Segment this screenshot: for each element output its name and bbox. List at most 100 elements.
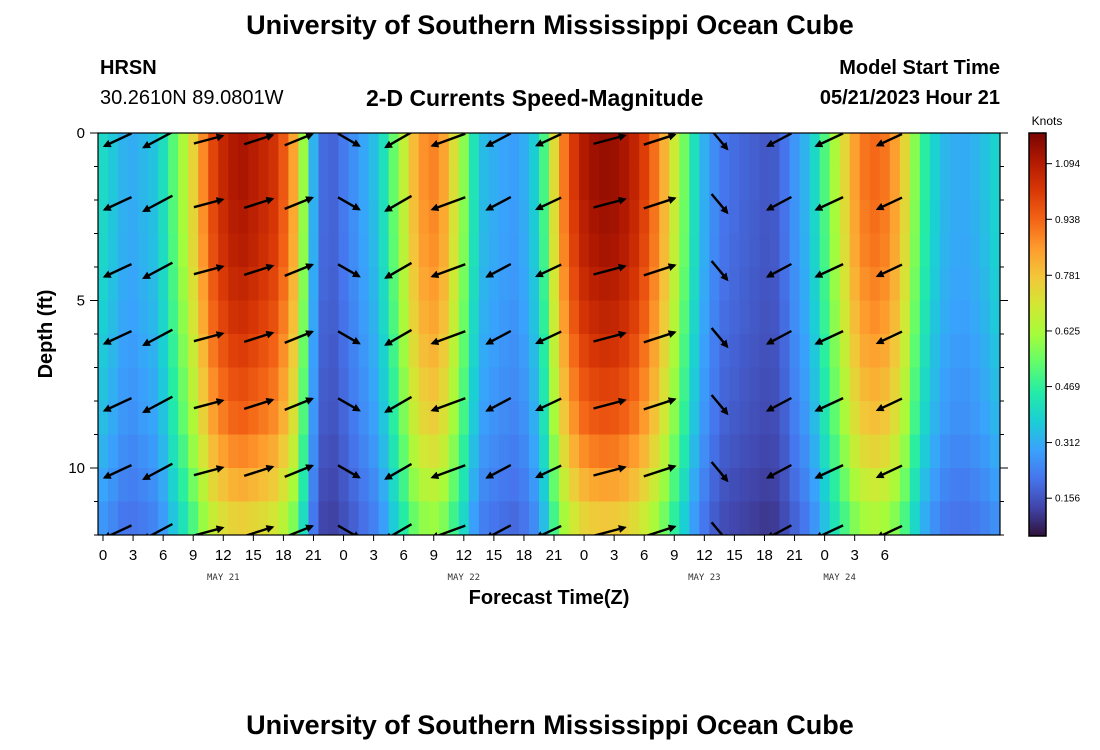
current-vector-arrow (875, 397, 903, 412)
heatmap-cell (468, 434, 480, 469)
heatmap-cell (258, 401, 269, 436)
heatmap-cell (378, 166, 390, 201)
heatmap-cell (749, 300, 761, 335)
heatmap-cell (599, 200, 610, 235)
heatmap-cell (939, 468, 951, 503)
current-vector-arrow (337, 464, 361, 479)
heatmap-cell (699, 334, 710, 369)
heatmap-cell (789, 166, 801, 201)
current-vector-arrow (102, 133, 133, 148)
heatmap-cell (148, 468, 159, 503)
heatmap-cell (989, 200, 1000, 235)
heatmap-cell (639, 233, 650, 268)
heatmap-cell (669, 334, 680, 369)
heatmap-cell (148, 133, 159, 168)
heatmap-cell (629, 233, 640, 268)
heatmap-cell (98, 200, 109, 235)
heatmap-cell (118, 133, 129, 168)
heatmap-cell (719, 334, 730, 369)
heatmap-cell (889, 233, 901, 268)
heatmap-cell (959, 267, 971, 302)
heatmap-cell (118, 434, 129, 469)
heatmap-cell (498, 233, 510, 268)
heatmap-cell (248, 200, 259, 235)
heatmap-cell (769, 300, 781, 335)
heatmap-cell (769, 267, 781, 302)
heatmap-cell (448, 401, 460, 436)
heatmap-cell (579, 334, 590, 369)
heatmap-cell (178, 367, 189, 402)
heatmap-cell (378, 133, 390, 168)
heatmap-cell (899, 501, 911, 535)
current-vector-arrow (243, 397, 275, 411)
x-tick-label: 9 (670, 547, 678, 564)
heatmap-cell (849, 200, 861, 235)
heatmap-cell (408, 133, 420, 168)
heatmap-cell (789, 501, 801, 535)
heatmap-cell (779, 401, 791, 436)
heatmap-cell (679, 166, 690, 201)
heatmap-cell (138, 401, 149, 436)
heatmap-cell (559, 133, 570, 168)
heatmap-cell (198, 200, 209, 235)
heatmap-cell (629, 300, 640, 335)
heatmap-cell (188, 300, 199, 335)
heatmap-cell (609, 501, 620, 535)
heatmap-cell (108, 367, 119, 402)
heatmap-cell (979, 200, 991, 235)
heatmap-cell (909, 133, 921, 168)
heatmap-cell (248, 166, 259, 201)
heatmap-cell (929, 468, 941, 503)
heatmap-cell (879, 133, 891, 168)
heatmap-cell (208, 233, 219, 268)
heatmap-cell (959, 233, 971, 268)
heatmap-cell (649, 300, 660, 335)
current-vector-arrow (337, 133, 361, 147)
x-tick-label: 15 (245, 547, 262, 564)
heatmap-cell (318, 434, 330, 469)
footer-title: University of Southern Mississippi Ocean… (246, 710, 854, 740)
heatmap-cell (619, 501, 630, 535)
heatmap-cell (258, 133, 269, 168)
current-vector-arrow (645, 524, 677, 535)
current-vector-arrow (710, 327, 729, 349)
heatmap-cell (649, 166, 660, 201)
heatmap-cell (258, 267, 269, 302)
heatmap-cell (749, 133, 761, 168)
colorbar-tick-label: 1.094 (1055, 159, 1080, 170)
heatmap-cell (589, 434, 600, 469)
heatmap-cell (298, 501, 310, 535)
heatmap-cell (538, 468, 550, 503)
heatmap-cell (629, 434, 640, 469)
heatmap-cell (218, 267, 229, 302)
heatmap-cell (729, 401, 741, 436)
heatmap-cell (208, 133, 219, 168)
heatmap-cell (749, 501, 761, 535)
heatmap-cell (649, 233, 660, 268)
current-vector-arrow (337, 263, 361, 278)
heatmap-cell (308, 267, 320, 302)
heatmap-cell (929, 401, 941, 436)
heatmap-cell (679, 300, 690, 335)
heatmap-cell (488, 468, 500, 503)
heatmap-cell (579, 133, 590, 168)
heatmap-cell (829, 367, 841, 402)
heatmap-cell (238, 267, 249, 302)
heatmap-cell (468, 200, 480, 235)
current-vector-arrow (193, 197, 225, 209)
heatmap-cell (208, 434, 219, 469)
current-vector-arrow (765, 262, 792, 278)
heatmap-cell (679, 200, 690, 235)
heatmap-cell (659, 200, 670, 235)
heatmap-cell (729, 300, 741, 335)
heatmap-cell (338, 166, 350, 201)
current-vector-arrow (430, 263, 466, 279)
x-tick-label: 3 (851, 547, 859, 564)
x-tick-label: 9 (189, 547, 197, 564)
heatmap-cell (498, 133, 510, 168)
heatmap-cell (939, 233, 951, 268)
heatmap-cell (478, 401, 490, 436)
x-tick-label: 18 (275, 547, 292, 564)
heatmap-cell (879, 468, 891, 503)
heatmap-cell (178, 233, 189, 268)
